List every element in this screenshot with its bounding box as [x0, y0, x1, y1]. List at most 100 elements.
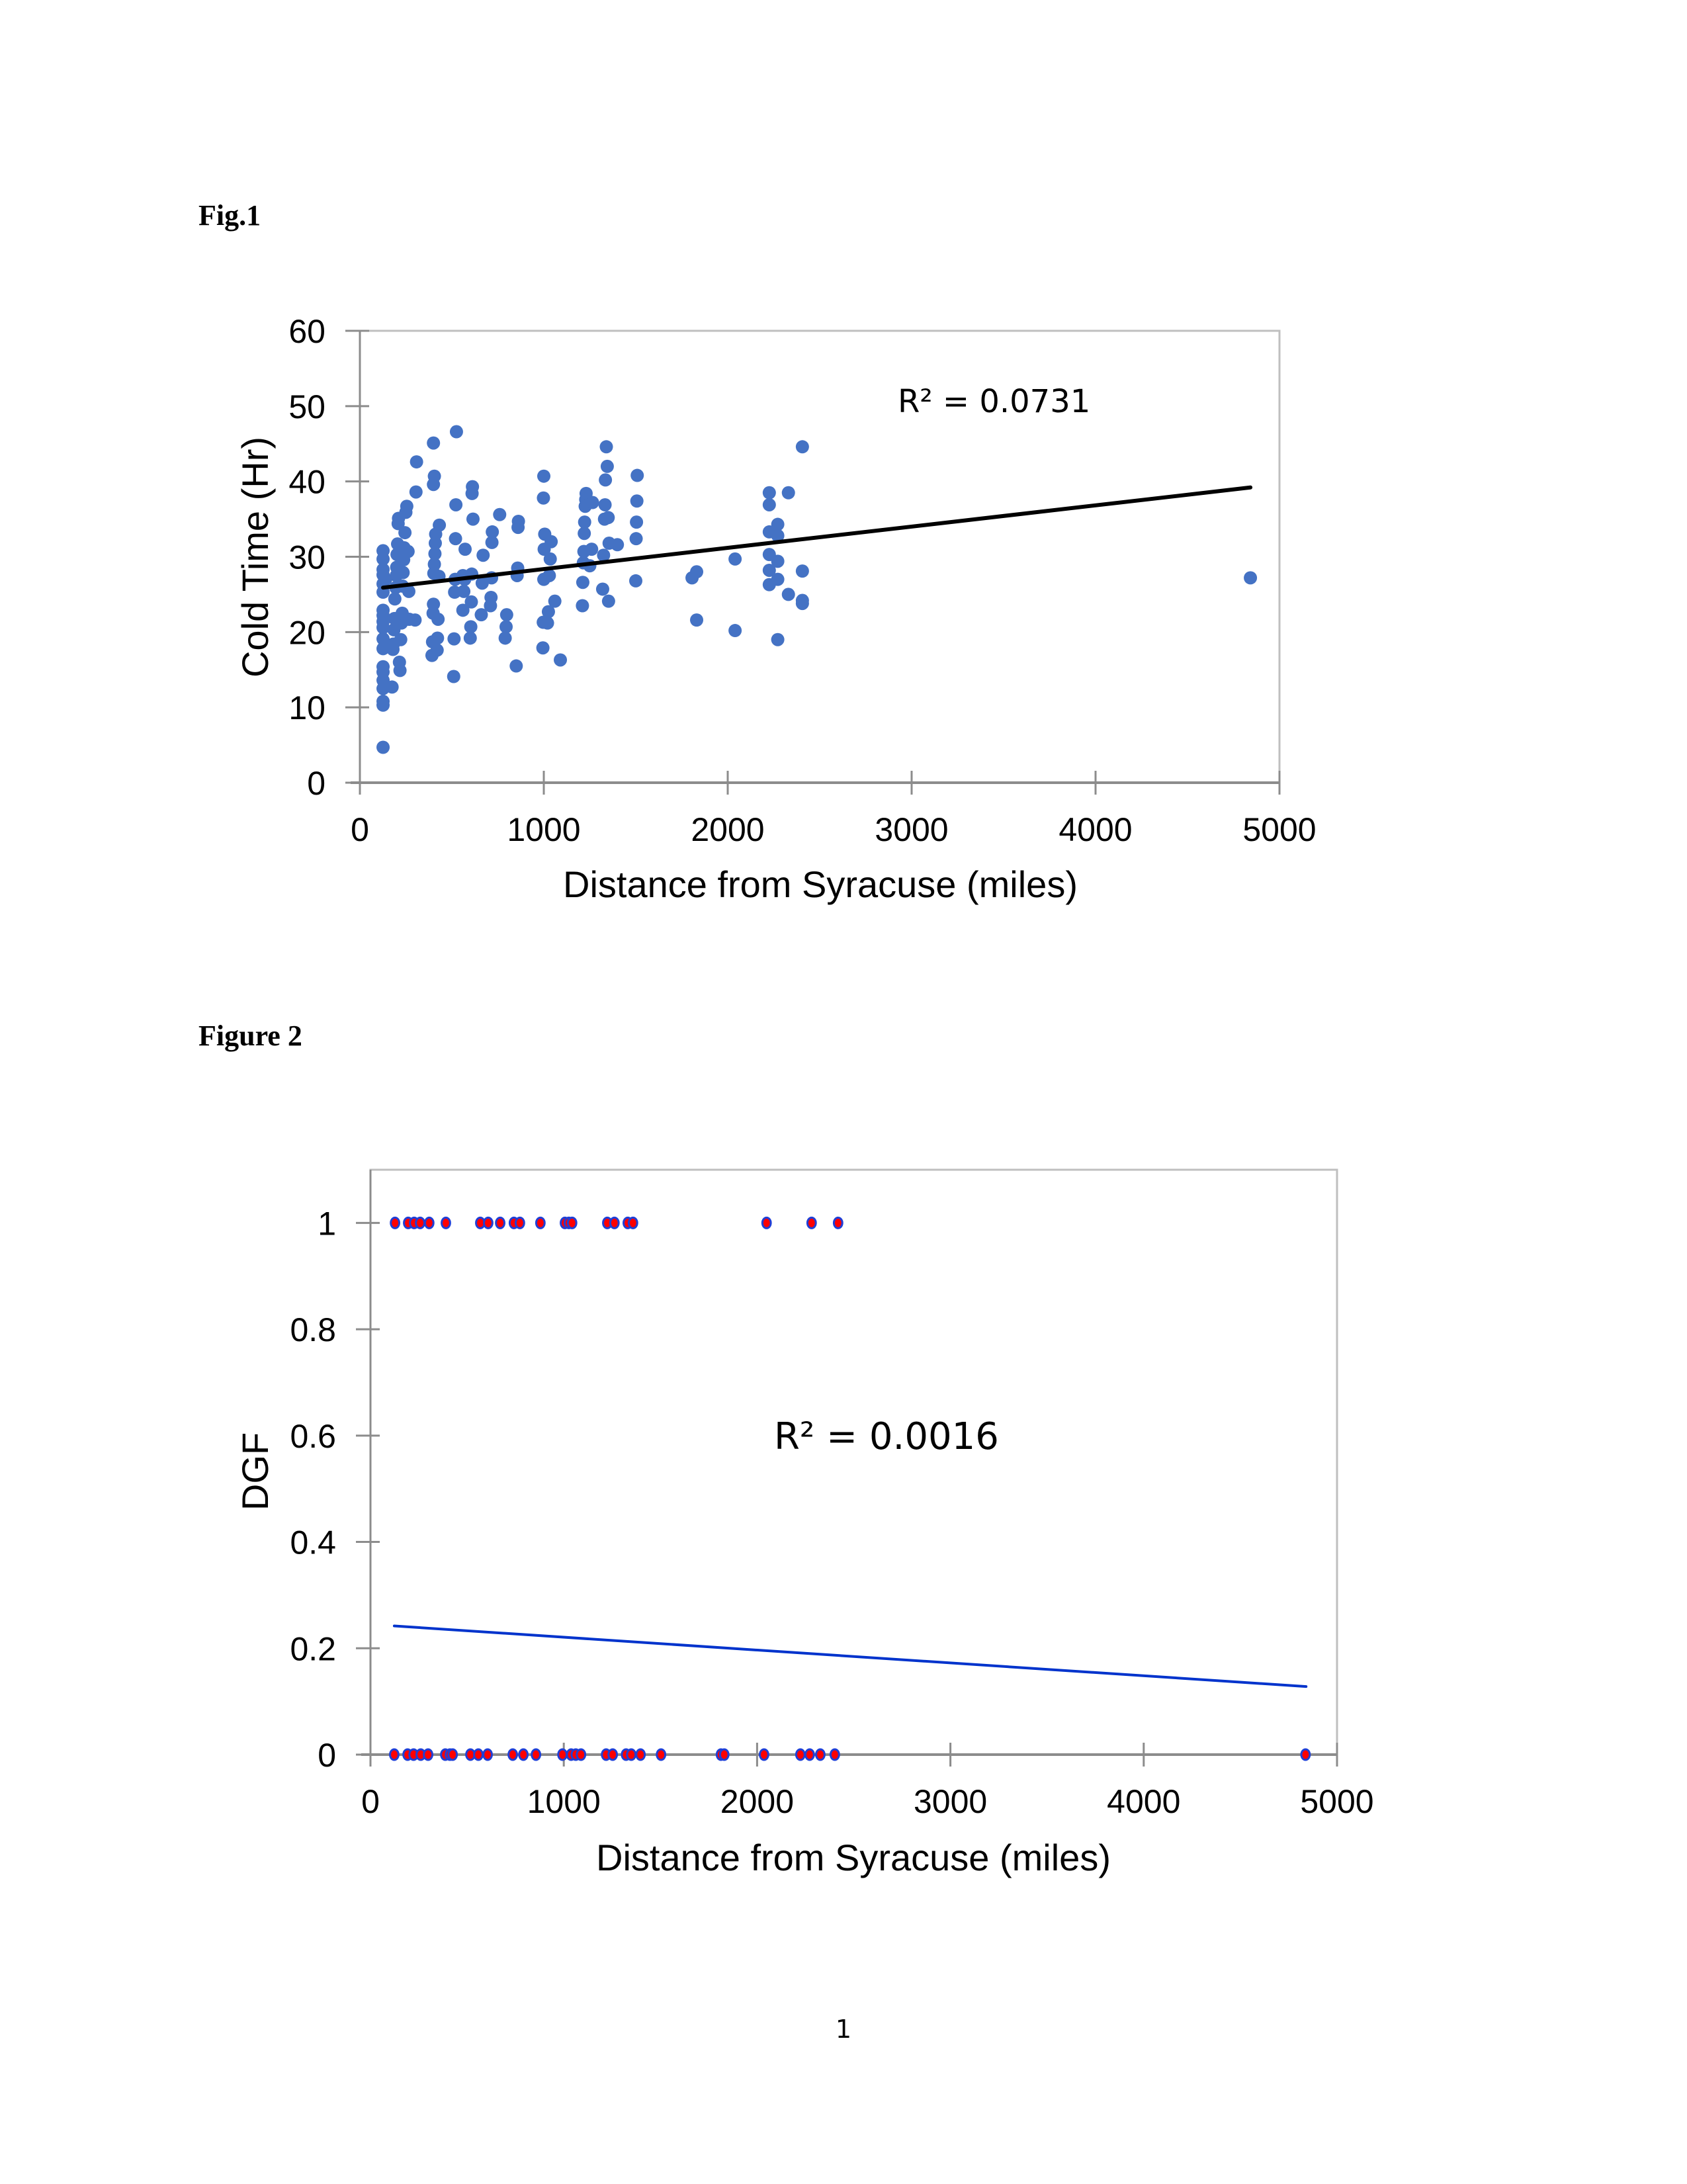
data-point: [537, 491, 550, 505]
data-point: [431, 631, 445, 645]
data-point: [557, 1748, 568, 1761]
data-point: [385, 680, 399, 694]
data-point: [535, 1216, 546, 1229]
data-point: [464, 620, 478, 634]
data-point: [609, 1216, 620, 1229]
trendline-group: [381, 485, 1253, 590]
data-point: [795, 564, 809, 578]
data-point: [607, 1748, 619, 1761]
data-point: [408, 613, 422, 627]
data-point: [464, 595, 478, 609]
data-point: [482, 1748, 493, 1761]
data-point: [474, 608, 488, 622]
data-point: [428, 546, 442, 560]
data-point: [1244, 571, 1258, 585]
trendline: [381, 485, 1253, 590]
data-point: [531, 1748, 542, 1761]
data-point: [483, 1216, 494, 1229]
data-point: [449, 532, 462, 546]
figure-1-scatter-chart: 0 10 20 30 40 50 60 0 1000 2000 3000 4000 5000 R² =…: [234, 313, 1317, 905]
data-point: [656, 1748, 667, 1761]
data-point: [804, 1748, 815, 1761]
data-point: [484, 590, 498, 604]
data-point: [376, 740, 390, 754]
data-points: [376, 425, 1258, 754]
data-point: [829, 1748, 840, 1761]
x-tick-label: 4000: [1107, 1783, 1180, 1820]
x-tick-label: 2000: [691, 811, 764, 848]
data-point: [771, 554, 785, 568]
data-point: [795, 440, 809, 454]
data-point: [595, 582, 609, 596]
x-tick-label: 0: [361, 1783, 380, 1820]
x-tick-label: 5000: [1300, 1783, 1373, 1820]
data-point: [495, 1216, 505, 1229]
data-point: [476, 548, 490, 562]
data-point: [427, 436, 441, 450]
data-point: [718, 1748, 730, 1761]
data-point: [536, 641, 550, 655]
x-axis: 0 1000 2000 3000 4000 5000: [351, 771, 1317, 848]
y-tick-label: 60: [288, 313, 325, 350]
data-point: [427, 557, 441, 571]
data-point: [499, 620, 513, 634]
data-point: [447, 1748, 458, 1761]
data-point: [410, 455, 423, 469]
data-point: [795, 597, 809, 611]
data-point: [511, 514, 525, 528]
data-point: [389, 1748, 400, 1761]
data-point: [601, 594, 615, 608]
data-point: [402, 584, 415, 598]
figure-2-caption: Figure 2: [198, 1020, 302, 1052]
figure-2-scatter-chart: 0 0.2 0.4 0.6 0.8 1 0 1000 2000 3000 4000 5000 R² …: [234, 1168, 1374, 1878]
x-tick-label: 1000: [507, 811, 580, 848]
data-point: [498, 631, 512, 645]
data-point: [376, 632, 390, 646]
data-point: [578, 527, 591, 541]
data-point: [514, 1216, 525, 1229]
data-point: [486, 525, 499, 539]
data-point: [771, 572, 785, 586]
data-point: [629, 532, 643, 546]
data-point: [376, 642, 390, 656]
data-point: [815, 1748, 826, 1761]
data-point: [611, 538, 625, 552]
data-point: [728, 624, 742, 638]
data-point: [376, 544, 390, 558]
x-axis-title: Distance from Syracuse (miles): [563, 863, 1078, 905]
y-axis: 0 10 20 30 40 50 60: [288, 313, 369, 802]
y-tick-label: 30: [288, 539, 325, 576]
data-point: [433, 518, 447, 532]
data-point: [576, 1748, 587, 1761]
data-point: [566, 1216, 578, 1229]
data-point: [759, 1748, 769, 1761]
x-tick-label: 4000: [1059, 811, 1132, 848]
data-point: [795, 1748, 806, 1761]
y-axis-title: Cold Time (Hr): [234, 437, 276, 677]
data-point: [771, 529, 785, 543]
x-tick-label: 3000: [914, 1783, 987, 1820]
data-point: [1300, 1748, 1311, 1761]
data-point: [542, 568, 556, 582]
r-squared-annotation: R² = 0.0731: [898, 383, 1090, 420]
data-point: [578, 515, 591, 529]
data-point: [376, 695, 390, 709]
r-squared-annotation: R² = 0.0016: [774, 1415, 999, 1458]
y-tick-label: 0: [307, 765, 325, 802]
data-point: [499, 608, 513, 622]
data-point: [762, 486, 776, 500]
plot-area-frame: [369, 1168, 1338, 1756]
data-point: [396, 566, 410, 580]
data-point: [762, 498, 776, 511]
data-point: [599, 473, 613, 487]
y-axis: 0 0.2 0.4 0.6 0.8 1: [290, 1170, 380, 1774]
x-tick-label: 0: [351, 811, 369, 848]
data-point: [630, 515, 644, 529]
y-tick-label: 0.4: [290, 1524, 336, 1561]
data-point: [832, 1216, 844, 1229]
data-point: [390, 1216, 401, 1229]
data-point: [576, 599, 589, 613]
data-point: [376, 603, 390, 617]
data-point: [466, 480, 480, 494]
y-tick-label: 0.8: [290, 1311, 336, 1348]
